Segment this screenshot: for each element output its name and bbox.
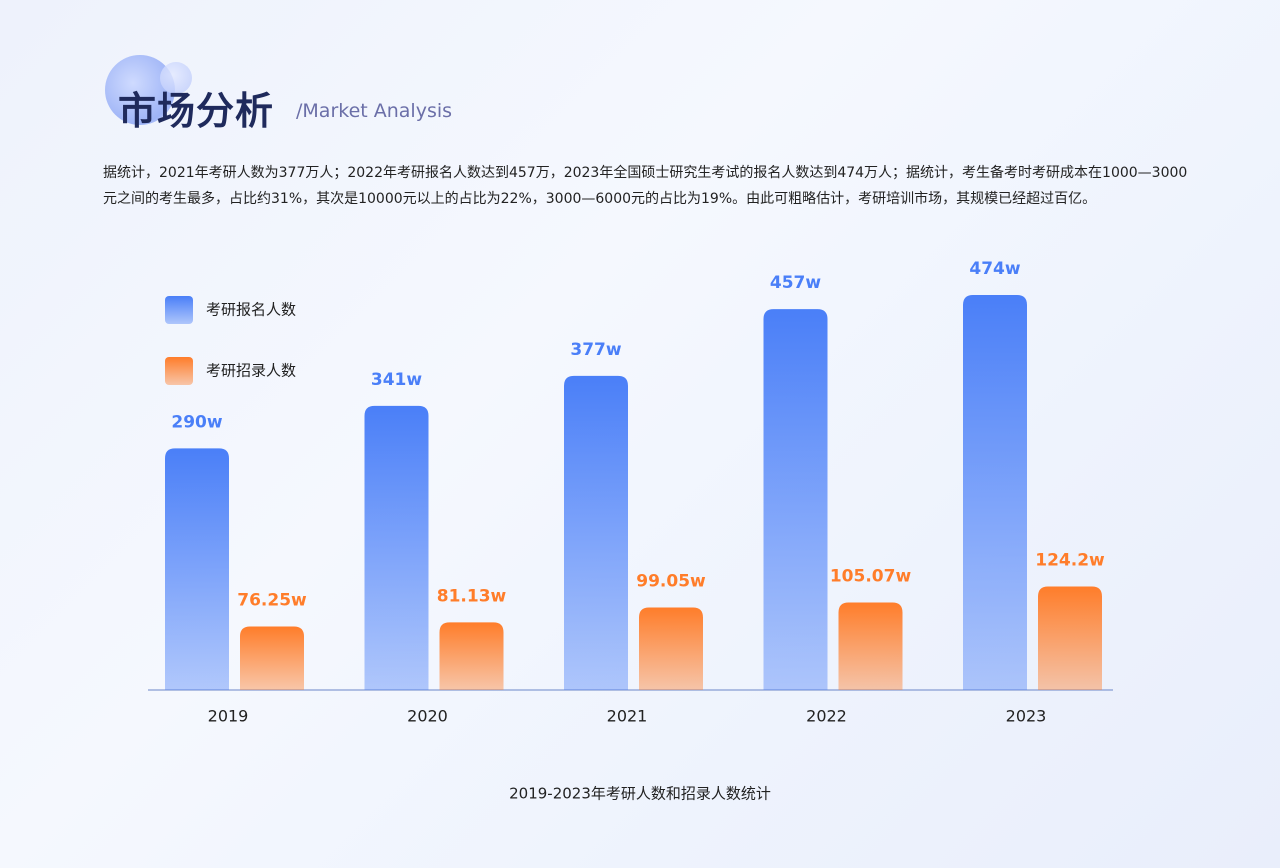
bar: [564, 375, 628, 690]
x-tick-label: 2019: [208, 707, 249, 726]
value-label: 124.2w: [1035, 551, 1105, 571]
value-label: 81.13w: [437, 586, 507, 606]
bar: [1038, 586, 1102, 690]
legend-label: 考研招录人数: [206, 362, 296, 380]
legend-swatch: [165, 296, 193, 324]
page-subtitle: /Market Analysis: [296, 100, 453, 122]
value-label: 377w: [570, 340, 621, 360]
bar: [763, 309, 828, 690]
bar: [240, 626, 304, 690]
value-label: 474w: [969, 259, 1020, 279]
bar: [439, 622, 504, 690]
value-label: 290w: [171, 412, 222, 432]
bar: [838, 602, 903, 690]
bar: [364, 405, 429, 690]
value-label: 105.07w: [830, 566, 912, 586]
x-tick-label: 2023: [1006, 707, 1047, 726]
description: 据统计，2021年考研人数为377万人；2022年考研报名人数达到457万，20…: [103, 165, 1188, 207]
x-tick-label: 2021: [607, 707, 648, 726]
decor-bubble: [160, 62, 192, 94]
value-label: 99.05w: [636, 571, 706, 591]
bar: [639, 607, 703, 690]
legend-label: 考研报名人数: [206, 301, 296, 319]
x-tick-label: 2020: [407, 707, 448, 726]
chart-title: 2019-2023年考研人数和招录人数统计: [509, 785, 771, 803]
bar: [963, 295, 1027, 690]
bar: [165, 448, 229, 690]
value-label: 341w: [371, 370, 422, 390]
page-title: 市场分析: [118, 89, 275, 133]
value-label: 76.25w: [237, 590, 307, 610]
value-label: 457w: [770, 273, 821, 293]
legend-swatch: [165, 357, 193, 385]
x-tick-label: 2022: [806, 707, 847, 726]
